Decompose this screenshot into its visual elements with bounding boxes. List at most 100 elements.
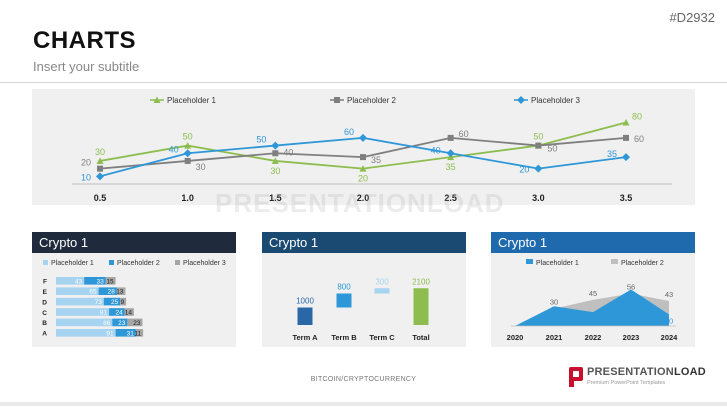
category-label: B	[42, 320, 47, 327]
category-label: Term C	[369, 333, 395, 342]
x-tick-label: 1.5	[269, 193, 282, 203]
bar-value: 800	[337, 283, 351, 292]
data-label: 60	[344, 127, 354, 137]
card-3-title: Crypto 1	[491, 232, 695, 253]
area-chart: Placeholder 1 Placeholder 2 30 45 56 43 34 24 63…	[507, 259, 679, 342]
data-point	[360, 154, 366, 161]
stacked-bar-chart: Placeholder 1 Placeholder 2 Placeholder 3 F…	[42, 260, 226, 338]
bar-segment	[120, 297, 127, 306]
bar-label: 43	[75, 278, 83, 285]
presentationload-logo: PRESENTATIONLOAD Premium PowerPoint Temp…	[569, 366, 719, 392]
bar-segment	[115, 329, 136, 337]
bar-segment	[56, 329, 116, 337]
legend-swatch	[526, 259, 533, 264]
logo-name: PRESENTATIONLOAD	[587, 366, 706, 378]
category-label: 2024	[661, 333, 679, 342]
bar-label: 28	[108, 289, 116, 296]
bar-value: 2100	[412, 277, 430, 286]
data-label: 80	[632, 112, 642, 122]
data-point	[96, 157, 104, 164]
category-label: 2020	[507, 333, 524, 342]
data-point	[623, 134, 629, 141]
data-label: 40	[431, 145, 441, 155]
bar-label: 13	[116, 289, 124, 296]
category-label: F	[43, 279, 47, 286]
bar-label: 15	[106, 278, 114, 285]
data-point	[272, 150, 279, 157]
data-label: 50	[256, 135, 266, 145]
bar-segment	[112, 318, 128, 327]
title-divider	[0, 82, 727, 83]
data-point	[184, 142, 192, 149]
data-label: 40	[169, 144, 179, 154]
bar-segment	[105, 277, 116, 285]
data-point	[359, 165, 367, 172]
watermark: PRESENTATIONLOAD	[215, 188, 505, 218]
data-label: 20	[81, 158, 91, 168]
bar-label: 65	[89, 289, 97, 296]
legend-marker	[334, 97, 340, 103]
legend-label: Placeholder 1	[536, 260, 579, 267]
bar-label: 25	[111, 299, 119, 306]
data-label: 50	[533, 132, 543, 142]
bar-label: 23	[133, 320, 141, 327]
x-tick-label: 3.0	[532, 193, 545, 203]
category-label: Term A	[292, 333, 318, 342]
data-label: 60	[459, 129, 469, 139]
legend-label: Placeholder 3	[531, 96, 580, 105]
bar-label: 14	[125, 310, 133, 317]
slide-code: #D2932	[669, 10, 715, 25]
data-point	[271, 141, 280, 150]
category-label: 2021	[546, 333, 563, 342]
bar-label: 9	[120, 299, 124, 306]
bar-label: 11	[134, 330, 141, 337]
data-label: 20	[519, 165, 529, 175]
data-point	[96, 172, 104, 181]
waterfall-bar	[297, 307, 313, 325]
data-point	[622, 153, 630, 162]
bar-segment	[109, 308, 125, 316]
category-label: D	[42, 299, 47, 306]
data-label: 20	[358, 174, 368, 184]
waterfall-bar	[413, 288, 429, 325]
data-label: 35	[446, 162, 456, 172]
data-point	[184, 157, 191, 164]
bar-label: 23	[118, 320, 126, 327]
category-label: E	[43, 289, 48, 296]
bar-segment	[103, 297, 121, 306]
data-point	[622, 119, 630, 126]
legend-label: Placeholder 2	[621, 260, 664, 267]
x-tick-label: 3.5	[620, 193, 633, 203]
bar-label: 33	[97, 278, 105, 285]
page-title: CHARTS	[33, 27, 136, 54]
bar-label: 24	[116, 310, 124, 317]
data-label: 63	[627, 291, 635, 300]
waterfall-bar	[374, 288, 390, 294]
x-tick-label: 1.0	[181, 193, 194, 203]
legend-swatch	[43, 260, 48, 265]
category-label: C	[42, 310, 47, 317]
legend-swatch	[109, 260, 114, 265]
data-label: 35	[607, 149, 617, 159]
data-label: 24	[589, 314, 597, 323]
category-label: 2022	[585, 333, 602, 342]
data-label: 60	[634, 134, 644, 144]
bar-segment	[56, 318, 113, 327]
category-label: Total	[412, 333, 429, 342]
line-chart: 0.5 1.0 1.5 2.0 2.5 3.0 3.5 Placeholder 1 Placeh…	[72, 96, 672, 203]
data-label: 20	[665, 316, 673, 325]
waterfall-bar	[336, 293, 352, 308]
data-label: 30	[270, 166, 280, 176]
x-tick-label: 2.0	[357, 193, 370, 203]
legend-swatch	[175, 260, 180, 265]
data-label: 56	[627, 283, 635, 292]
data-label: 35	[371, 155, 381, 165]
bar-segment	[56, 308, 110, 316]
bar-segment	[98, 287, 117, 295]
bar-label: 86	[103, 320, 111, 327]
bar-segment	[56, 287, 99, 295]
bar-segment	[56, 297, 104, 306]
category-label: A	[42, 331, 47, 338]
bar-label: 81	[100, 310, 108, 317]
card-1-title: Crypto 1	[32, 232, 236, 253]
